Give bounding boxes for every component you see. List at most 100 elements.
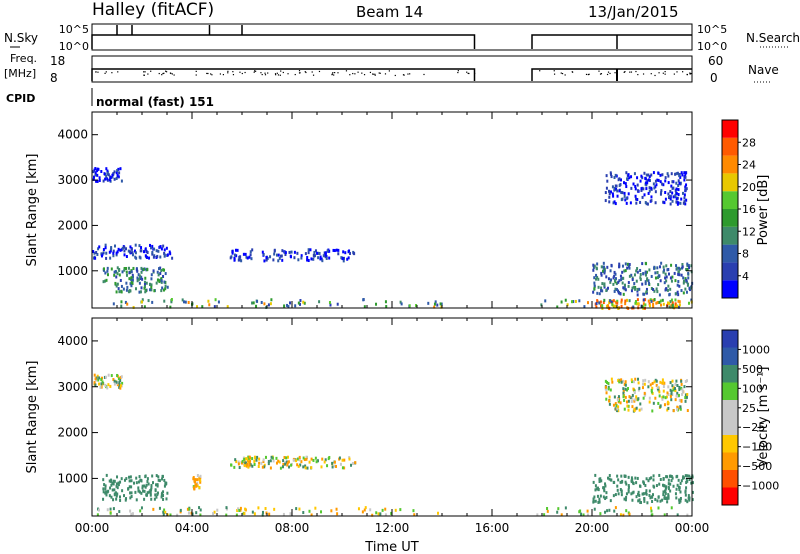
power-echo-cell <box>671 199 674 203</box>
velocity-echo-cell <box>647 385 650 389</box>
power-echo-cell <box>684 202 687 206</box>
velocity-ground-scatter <box>273 507 276 511</box>
velocity-echo-cell <box>155 474 158 478</box>
velocity-echo-cell <box>323 460 326 464</box>
power-echo-cell <box>136 279 139 283</box>
velocity-ground-scatter <box>582 513 585 517</box>
power-echo-cell <box>328 256 331 260</box>
power-echo-cell <box>601 282 604 286</box>
power-echo-cell <box>151 250 154 254</box>
power-echo-cell <box>644 282 647 286</box>
velocity-echo-cell <box>132 481 135 485</box>
velocity-ground-scatter <box>361 510 364 514</box>
velocity-echo-cell <box>109 486 112 490</box>
power-echo-cell <box>132 266 135 270</box>
power-echo-cell <box>163 253 166 257</box>
velocity-echo-cell <box>310 466 313 470</box>
velocity-ground-scatter <box>118 510 121 514</box>
power-echo-cell <box>690 286 693 290</box>
power-echo-cell <box>654 179 657 183</box>
power-echo-cell <box>347 250 350 254</box>
velocity-echo-cell <box>680 379 683 383</box>
power-echo-cell <box>656 178 659 182</box>
nave-dot <box>561 72 564 75</box>
velocity-echo-cell <box>263 463 266 467</box>
velocity-echo-cell <box>195 483 198 487</box>
velocity-colorbar-tick-label: 500 <box>742 363 763 376</box>
velocity-echo-cell <box>662 381 665 385</box>
power-echo-cell <box>129 250 132 254</box>
nave-dot <box>650 73 652 75</box>
power-ground-scatter <box>586 301 589 305</box>
power-echo-cell <box>104 246 107 250</box>
velocity-echo-cell <box>632 380 635 384</box>
power-echo-cell <box>161 286 164 290</box>
velocity-echo-cell <box>676 474 679 478</box>
velocity-ground-scatter <box>379 512 382 516</box>
nave-dot <box>331 74 333 76</box>
power-echo-cell <box>100 252 103 256</box>
velocity-colorbar-tick-label: 25 <box>742 402 756 415</box>
velocity-ground-scatter <box>212 512 215 516</box>
nave-dot <box>144 71 146 73</box>
velocity-echo-cell <box>148 490 151 494</box>
power-echo-cell <box>307 251 310 255</box>
power-echo-cell <box>138 290 141 294</box>
velocity-ground-scatter <box>164 510 167 514</box>
velocity-echo-cell <box>117 483 120 487</box>
power-echo-cell <box>662 183 665 187</box>
velocity-echo-cell <box>659 499 662 503</box>
power-echo-cell <box>603 269 606 273</box>
velocity-echo-cell <box>315 460 318 464</box>
nave-dot <box>600 73 603 75</box>
power-echo-cell <box>630 273 633 277</box>
velocity-echo-cell <box>651 409 654 413</box>
velocity-echo-cell <box>129 496 132 500</box>
power-echo-cell <box>131 278 134 282</box>
power-colorbar-tick-label: 8 <box>742 248 749 261</box>
power-echo-cell <box>92 177 95 181</box>
velocity-echo-cell <box>602 486 605 490</box>
velocity-echo-cell <box>331 461 334 465</box>
nave-dot <box>607 71 610 73</box>
velocity-echo-cell <box>625 400 628 404</box>
velocity-echo-cell <box>95 376 98 380</box>
velocity-echo-cell <box>297 464 300 468</box>
power-ytick-label: 2000 <box>57 218 88 232</box>
power-echo-cell <box>677 184 680 188</box>
velocity-ground-scatter <box>162 512 165 516</box>
power-echo-cell <box>613 176 616 180</box>
power-echo-cell <box>624 198 627 202</box>
power-echo-cell <box>306 258 309 262</box>
power-echo-cell <box>163 248 166 252</box>
velocity-ground-scatter <box>657 506 660 510</box>
velocity-echo-cell <box>655 379 658 383</box>
power-ground-scatter <box>283 304 286 308</box>
power-echo-cell <box>604 199 607 203</box>
power-echo-cell <box>100 169 103 173</box>
velocity-echo-cell <box>102 478 105 482</box>
nave-dot <box>352 72 354 75</box>
power-echo-cell <box>138 244 141 248</box>
velocity-echo-cell <box>637 490 640 494</box>
velocity-echo-cell <box>671 379 674 383</box>
velocity-ground-scatter <box>109 507 112 511</box>
nave-dot <box>623 71 625 73</box>
power-ground-scatter <box>328 301 331 305</box>
power-echo-cell <box>313 254 316 258</box>
power-echo-cell <box>168 250 171 254</box>
power-echo-cell <box>104 177 107 181</box>
velocity-echo-cell <box>620 493 623 497</box>
power-ground-scatter <box>560 300 563 304</box>
velocity-echo-cell <box>290 463 293 467</box>
nave-dot <box>162 72 164 75</box>
velocity-echo-cell <box>113 493 116 497</box>
velocity-echo-cell <box>116 475 119 479</box>
velocity-echo-cell <box>93 373 96 377</box>
power-echo-cell <box>162 275 165 279</box>
nave-dot <box>267 72 269 74</box>
power-echo-cell <box>106 269 109 273</box>
power-echo-cell <box>653 289 656 293</box>
nave-dot <box>363 74 366 76</box>
power-echo-cell <box>102 179 105 183</box>
